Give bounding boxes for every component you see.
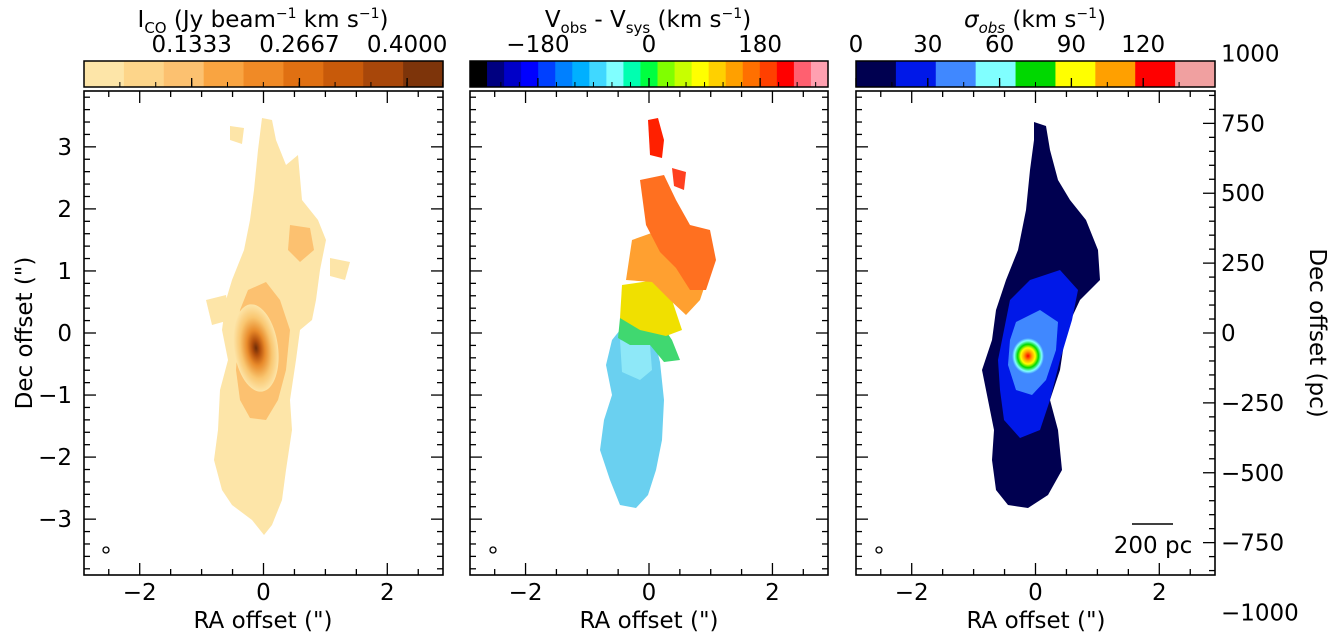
intensity-x-tick-label: −2 — [123, 580, 157, 606]
velocity-colorbar-title: Vobs - Vsys (km s−1) — [545, 6, 751, 37]
intensity-colorbar: ICO (Jy beam−1 km s−1) 0.1333 0.2667 0.400… — [83, 6, 447, 88]
intensity-y-tick-label: 0 — [57, 321, 72, 347]
dispersion-ylabel-right: Dec offset (pc) — [1304, 248, 1330, 417]
velocity-colorbar-swatch — [640, 61, 659, 87]
dispersion-map: 200 pc −2 0 2 1000 750 500 250 0 −250 −500 −750 −10… — [855, 41, 1330, 634]
velocity-colorbar-swatch — [606, 61, 625, 87]
velocity-xlabel: RA offset (") — [580, 608, 719, 634]
velocity-colorbar-swatch — [555, 61, 573, 87]
dispersion-pc-tick-label: 500 — [1221, 181, 1265, 207]
dispersion-colorbar-tick-label: 90 — [1057, 32, 1086, 58]
dispersion-xlabel: RA offset (") — [967, 608, 1106, 634]
dispersion-beam — [875, 546, 883, 554]
intensity-emission — [206, 118, 350, 535]
dispersion-colorbar-tick-label: 60 — [985, 32, 1014, 58]
dispersion-colorbar-title: σobs (km s−1) — [964, 6, 1106, 37]
velocity-map: −2 0 2 RA offset (") — [469, 90, 829, 634]
intensity-beam — [102, 546, 110, 554]
dispersion-colorbar-swatch — [1095, 61, 1136, 87]
intensity-colorbar-swatch — [163, 61, 205, 87]
dispersion-pc-tick-label: −250 — [1221, 391, 1284, 417]
velocity-colorbar-swatch — [572, 61, 590, 87]
intensity-y-tick-label: −1 — [38, 383, 72, 409]
dispersion-colorbar-tick-label: 30 — [913, 32, 942, 58]
velocity-colorbar-swatch — [759, 61, 778, 87]
dispersion-pc-tick-label: −750 — [1221, 531, 1284, 557]
velocity-colorbar-swatch — [521, 61, 539, 87]
intensity-colorbar-tick-label: 0.2667 — [259, 32, 339, 58]
velocity-colorbar-swatch — [776, 61, 795, 87]
intensity-colorbar-title: ICO (Jy beam−1 km s−1) — [138, 6, 389, 37]
velocity-colorbar-swatch — [487, 61, 505, 87]
velocity-colorbar-swatch — [538, 61, 556, 87]
dispersion-colorbar-swatch — [1135, 61, 1176, 87]
dispersion-colorbar-swatch — [1175, 61, 1216, 87]
velocity-colorbar-swatch — [691, 61, 710, 87]
intensity-y-tick-label: −3 — [38, 507, 72, 533]
velocity-x-tick-label: 2 — [765, 580, 780, 606]
intensity-colorbar-swatch — [84, 61, 125, 87]
intensity-colorbar-swatch — [323, 61, 364, 87]
intensity-x-tick-label: 0 — [256, 580, 271, 606]
dispersion-colorbar-swatch — [1055, 61, 1096, 87]
velocity-colorbar-swatch — [657, 61, 676, 87]
dispersion-pc-tick-label: 0 — [1221, 321, 1236, 347]
dispersion-pc-tick-label: 250 — [1221, 251, 1265, 277]
velocity-colorbar-tick-label: −180 — [506, 32, 569, 58]
velocity-colorbar-swatch — [793, 61, 812, 87]
velocity-colorbar-swatch — [589, 61, 607, 87]
dispersion-colorbar-swatch — [975, 61, 1017, 87]
intensity-y-tick-label: 2 — [57, 197, 72, 223]
intensity-xlabel: RA offset (") — [194, 608, 333, 634]
dispersion-x-tick-label: −2 — [895, 580, 929, 606]
dispersion-pc-tick-label: 750 — [1221, 111, 1265, 137]
intensity-y-tick-label: 3 — [57, 135, 72, 161]
velocity-colorbar-tick-label: 0 — [642, 32, 657, 58]
dispersion-pc-tick-label: −1000 — [1221, 601, 1299, 627]
dispersion-field — [982, 122, 1100, 508]
intensity-colorbar-swatch — [123, 61, 165, 87]
scalebar-label: 200 pc — [1114, 533, 1192, 559]
intensity-colorbar-swatch — [283, 61, 324, 87]
velocity-field — [600, 118, 716, 508]
velocity-colorbar: Vobs - Vsys (km s−1) −180 0 180 — [469, 6, 829, 88]
intensity-x-tick-label: 2 — [380, 580, 395, 606]
dispersion-x-tick-label: 0 — [1028, 580, 1043, 606]
dispersion-colorbar-tick-label: 120 — [1121, 32, 1165, 58]
velocity-beam — [489, 546, 497, 554]
dispersion-colorbar: σobs (km s−1) 0 30 60 90 120 — [849, 6, 1216, 88]
dispersion-x-tick-label: 2 — [1152, 580, 1167, 606]
intensity-colorbar-swatch — [403, 61, 444, 87]
velocity-x-tick-label: 0 — [642, 580, 657, 606]
dispersion-colorbar-swatch — [895, 61, 937, 87]
velocity-colorbar-swatch — [742, 61, 761, 87]
dispersion-colorbar-swatch — [935, 61, 977, 87]
intensity-colorbar-swatch — [203, 61, 245, 87]
velocity-colorbar-swatch — [470, 61, 488, 87]
intensity-y-tick-label: −2 — [38, 445, 72, 471]
velocity-colorbar-swatch — [725, 61, 744, 87]
intensity-colorbar-swatch — [363, 61, 404, 87]
velocity-colorbar-tick-label: 180 — [738, 32, 782, 58]
velocity-colorbar-swatch — [674, 61, 693, 87]
intensity-ylabel: Dec offset (") — [12, 257, 38, 410]
velocity-colorbar-swatch — [504, 61, 522, 87]
velocity-colorbar-swatch — [708, 61, 727, 87]
intensity-colorbar-tick-label: 0.1333 — [151, 32, 231, 58]
velocity-colorbar-swatch — [810, 61, 829, 87]
intensity-colorbar-tick-label: 0.4000 — [367, 32, 447, 58]
intensity-map: −2 0 2 −3 −2 −1 0 1 2 3 RA offset (") Dec offset … — [12, 90, 444, 634]
dispersion-colorbar-swatch — [856, 61, 897, 87]
dispersion-pc-tick-label: 1000 — [1221, 41, 1280, 67]
velocity-colorbar-swatch — [623, 61, 642, 87]
intensity-y-tick-label: 1 — [57, 259, 72, 285]
dispersion-colorbar-tick-label: 0 — [849, 32, 864, 58]
dispersion-pc-tick-label: −500 — [1221, 461, 1284, 487]
velocity-x-tick-label: −2 — [509, 580, 543, 606]
